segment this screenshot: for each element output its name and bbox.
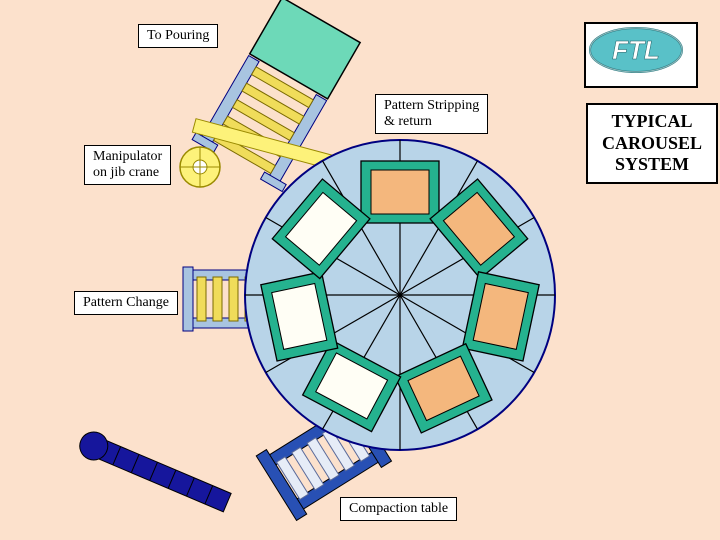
title-text: TYPICALCAROUSELSYSTEM — [602, 111, 702, 174]
label-compaction: Compaction table — [340, 497, 457, 521]
label-pattern-change: Pattern Change — [74, 291, 178, 315]
label-text: To Pouring — [147, 28, 209, 43]
label-to-pouring: To Pouring — [138, 24, 218, 48]
ftl-logo: FTL — [584, 22, 698, 88]
title-box: TYPICALCAROUSELSYSTEM — [586, 103, 718, 184]
label-text: Pattern Stripping& return — [384, 98, 479, 129]
label-pattern-stripping: Pattern Stripping& return — [375, 94, 488, 134]
label-manipulator: Manipulatoron jib crane — [84, 145, 171, 185]
label-text: Manipulatoron jib crane — [93, 149, 162, 180]
svg-text:FTL: FTL — [612, 35, 660, 65]
label-text: Compaction table — [349, 501, 448, 516]
label-text: Pattern Change — [83, 295, 169, 310]
